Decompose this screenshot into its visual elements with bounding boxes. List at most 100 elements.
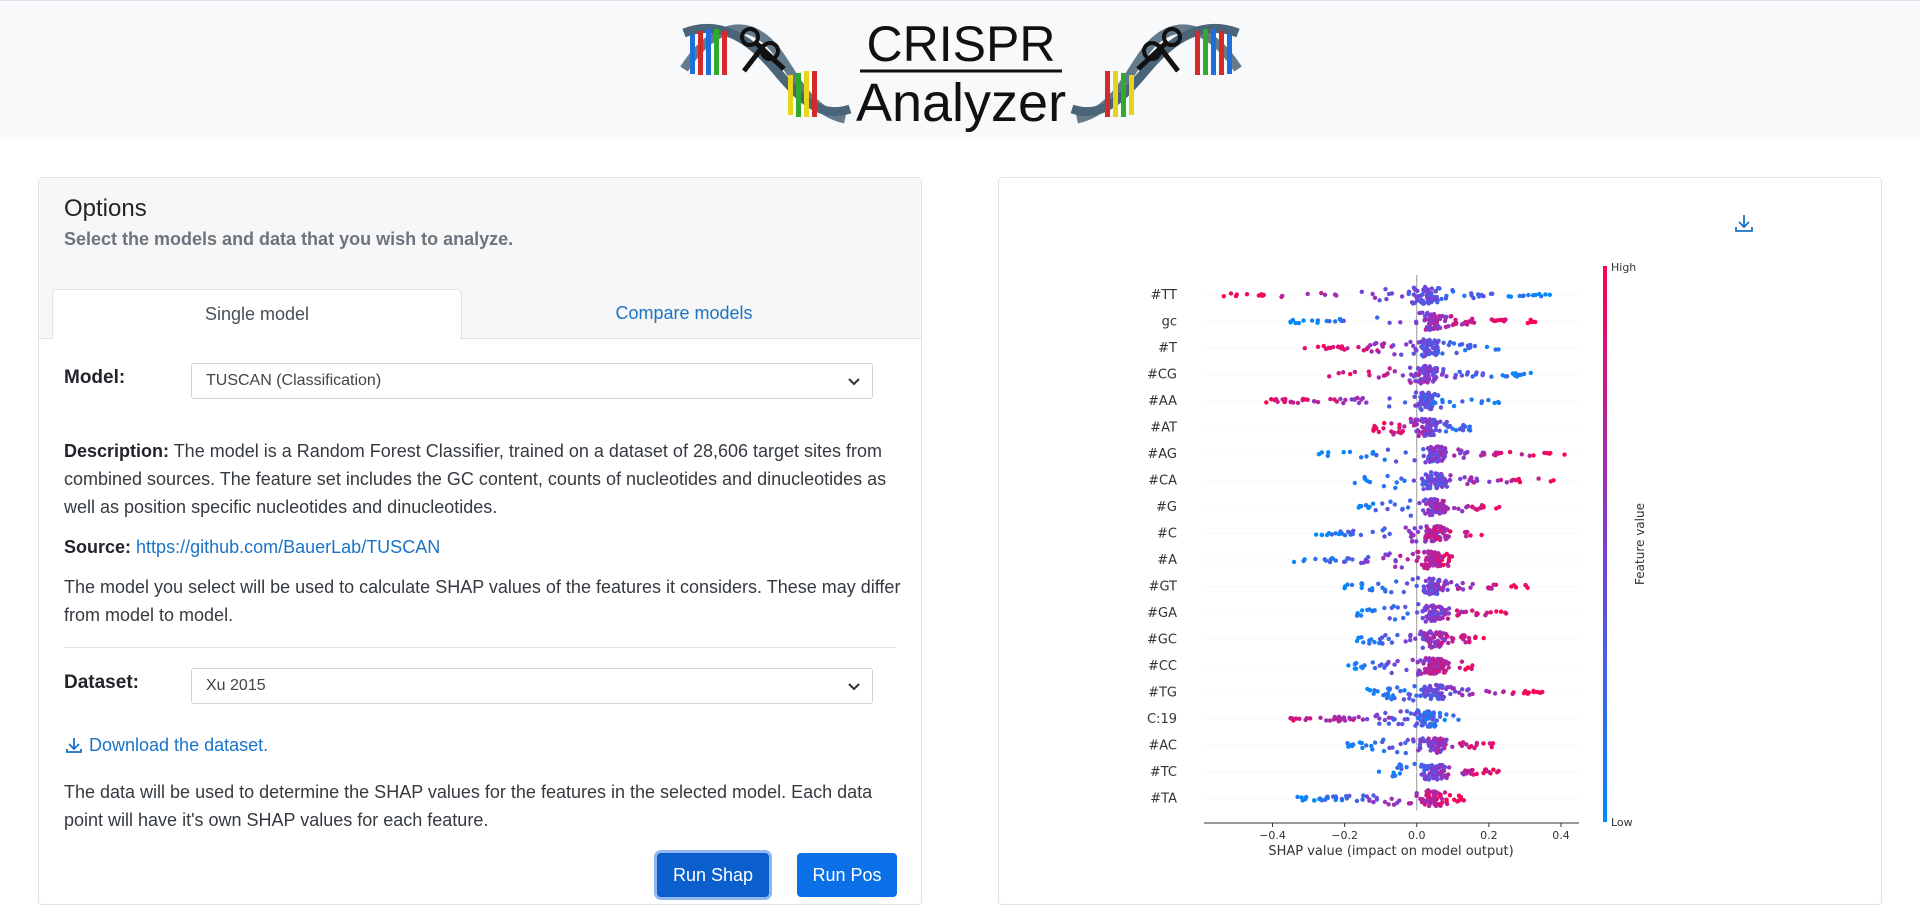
shap-point [1331, 344, 1336, 350]
shap-point [1442, 717, 1447, 723]
description-label: Description: [64, 441, 170, 461]
shap-point [1386, 715, 1392, 720]
shap-point [1548, 450, 1553, 456]
shap-point [1501, 689, 1506, 694]
model-select[interactable]: TUSCAN (Classification) [191, 363, 873, 399]
shap-point [1386, 721, 1392, 726]
shap-point [1468, 585, 1473, 590]
shap-point [1418, 796, 1423, 802]
shap-point [1461, 740, 1466, 745]
shap-point [1369, 743, 1374, 749]
shap-point [1428, 629, 1433, 634]
shap-point [1509, 478, 1514, 484]
shap-point [1333, 319, 1338, 324]
shap-point [1348, 716, 1353, 722]
shap-point [1422, 402, 1427, 407]
shap-point [1447, 553, 1452, 559]
shap-point [1481, 770, 1486, 776]
svg-text:CRISPR: CRISPR [867, 16, 1056, 72]
shap-point [1446, 640, 1451, 646]
shap-point [1376, 375, 1381, 380]
tab-single-model[interactable]: Single model [52, 289, 462, 339]
shap-point [1357, 503, 1362, 509]
shap-point [1457, 665, 1462, 670]
shap-point [1420, 508, 1426, 513]
shap-point [1221, 294, 1226, 299]
shap-point [1393, 485, 1398, 491]
shap-point [1436, 578, 1441, 583]
shap-point [1339, 531, 1345, 536]
shap-point [1436, 691, 1442, 696]
shap-point [1474, 740, 1480, 746]
shap-point [1480, 450, 1485, 455]
shap-point [1427, 739, 1432, 744]
run-shap-button[interactable]: Run Shap [657, 853, 769, 897]
shap-point [1479, 400, 1484, 406]
shap-point [1341, 715, 1347, 720]
feature-label: #AC [1148, 739, 1177, 754]
shap-point [1288, 319, 1293, 324]
shap-point [1380, 528, 1385, 533]
shap-point [1463, 348, 1468, 353]
shap-point [1377, 636, 1383, 642]
run-pos-button[interactable]: Run Pos [797, 853, 897, 897]
shap-point [1415, 417, 1420, 423]
shap-point [1391, 802, 1397, 807]
shap-point [1398, 553, 1403, 558]
shap-point [1511, 583, 1517, 588]
shap-point [1399, 294, 1405, 299]
shap-point [1469, 666, 1474, 671]
shap-point [1425, 692, 1430, 697]
shap-point [1439, 747, 1444, 753]
shap-point [1525, 320, 1530, 326]
download-dataset[interactable]: Download the dataset. [64, 731, 268, 759]
shap-point [1426, 446, 1432, 451]
dataset-select[interactable]: Xu 2015 [191, 668, 873, 704]
shap-point [1391, 604, 1396, 609]
shap-point [1382, 799, 1388, 805]
shap-point [1264, 400, 1269, 405]
shap-point [1390, 774, 1396, 779]
shap-point [1439, 696, 1444, 701]
scissors-icon-right [1136, 27, 1182, 73]
shap-point [1434, 506, 1439, 512]
shap-point [1428, 452, 1433, 457]
tab-compare-models[interactable]: Compare models [615, 302, 753, 323]
shap-point [1405, 557, 1410, 562]
shap-point [1371, 691, 1376, 696]
shap-point [1467, 745, 1472, 750]
shap-point [1457, 369, 1462, 374]
download-dataset-link[interactable]: Download the dataset. [64, 731, 268, 759]
shap-point [1445, 587, 1450, 592]
shap-point [1395, 658, 1400, 664]
shap-point [1392, 369, 1397, 374]
shap-point [1300, 396, 1306, 402]
shap-point [1405, 716, 1410, 722]
shap-point [1452, 453, 1457, 458]
shap-point [1408, 711, 1414, 716]
shap-point [1431, 799, 1436, 804]
source-link[interactable]: https://github.com/BauerLab/TUSCAN [136, 537, 441, 557]
shap-point [1537, 291, 1542, 297]
shap-point [1327, 718, 1333, 723]
shap-point [1442, 659, 1447, 664]
shap-point [1436, 524, 1442, 529]
feature-label: #GA [1147, 606, 1177, 621]
shap-point [1457, 690, 1462, 695]
shap-point [1461, 422, 1466, 428]
shap-point [1372, 640, 1377, 645]
shap-point [1356, 400, 1362, 406]
shap-point [1382, 457, 1387, 462]
shap-point [1400, 506, 1405, 512]
shap-point [1442, 662, 1447, 668]
shap-point [1439, 586, 1444, 591]
shap-point [1454, 608, 1460, 613]
shap-point [1422, 658, 1427, 663]
shap-point [1387, 366, 1392, 371]
shap-point [1346, 663, 1351, 668]
shap-point [1318, 796, 1323, 801]
download-plot-icon[interactable] [1732, 211, 1756, 235]
shap-point [1416, 294, 1421, 299]
shap-point [1333, 531, 1338, 536]
shap-point [1325, 795, 1330, 801]
